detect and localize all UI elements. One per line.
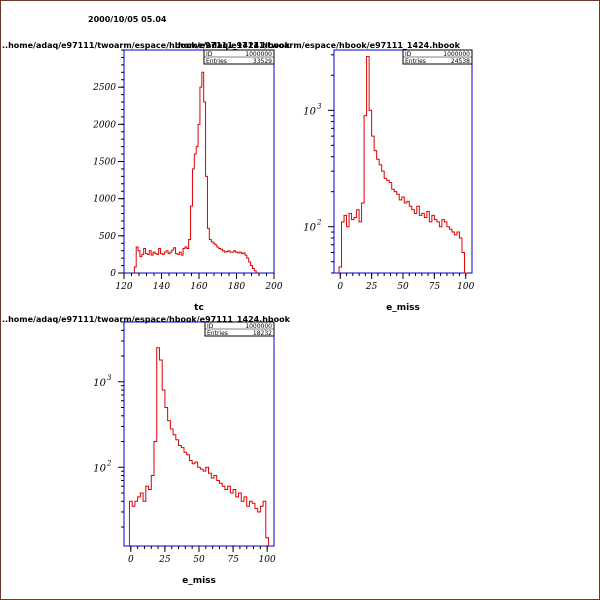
x-tick-label: 160 [190, 282, 207, 292]
x-tick-label: 180 [228, 282, 245, 292]
x-tick-label: 0 [337, 282, 343, 292]
x-axis-label: e_miss [386, 303, 420, 313]
panel-title: ..home/adaq/e97111/twoarm/espace/hbook/e… [2, 315, 291, 324]
x-tick-label: 0 [128, 555, 134, 565]
x-axis-label: e_miss [182, 576, 216, 586]
x-tick-label: 200 [264, 282, 282, 292]
x-tick-label: 50 [193, 555, 205, 565]
stats-id-label: ID [207, 323, 214, 330]
panel-title: ..home/adaq/e97111/twoarm/espace/hbook/e… [172, 41, 461, 50]
x-tick-label: 25 [158, 555, 171, 565]
stats-entries-label: Entries [206, 58, 227, 65]
stats-box: ID 1000000 Entries 18232 [204, 321, 275, 337]
histogram-series [338, 56, 467, 274]
x-tick-label: 140 [153, 282, 170, 292]
y-tick-label: 2500 [92, 83, 116, 93]
x-tick-label: 25 [365, 282, 378, 292]
stats-box: ID 1000000 Entries 33529 [203, 49, 275, 65]
y-tick-label: 500 [99, 232, 116, 242]
datetime-label: 2000/10/05 05.04 [88, 15, 167, 24]
stats-id-value: 1000000 [443, 51, 470, 58]
x-tick-label: 100 [457, 282, 474, 292]
stats-entries-value: 24538 [451, 58, 470, 65]
histogram-series [133, 71, 257, 273]
y-tick-label: 0 [110, 269, 116, 279]
stats-id-value: 1000000 [245, 51, 272, 58]
x-tick-label: 75 [227, 555, 239, 565]
y-tick-label: 2000 [92, 120, 116, 130]
x-tick-label: 120 [115, 282, 132, 292]
x-tick-label: 75 [429, 282, 441, 292]
y-tick-exponent: 3 [317, 102, 322, 110]
y-tick-exponent: 2 [316, 219, 322, 227]
stats-box: ID 1000000 Entries 24538 [402, 49, 473, 65]
y-tick-exponent: 3 [107, 374, 112, 382]
stats-id-value: 1000000 [245, 323, 272, 330]
stats-entries-value: 33529 [253, 58, 272, 65]
x-tick-label: 100 [259, 555, 276, 565]
x-tick-label: 50 [397, 282, 409, 292]
histogram-series [128, 347, 270, 546]
stats-entries-label: Entries [405, 58, 426, 65]
y-tick-label: 10 [93, 463, 106, 474]
y-tick-label: 1500 [93, 158, 116, 168]
stats-id-label: ID [206, 51, 213, 58]
y-tick-label: 10 [93, 378, 106, 389]
histogram-panel-tc: ..home/adaq/e97111/twoarm/espace/hbook/e… [2, 41, 291, 313]
y-tick-label: 1000 [93, 195, 116, 205]
x-axis-label: tc [194, 303, 204, 313]
stats-id-label: ID [405, 51, 412, 58]
histogram-panel-e-miss-bottom: ..home/adaq/e97111/twoarm/espace/hbook/e… [2, 315, 291, 586]
panel-title: ..home/adaq/e97111/twoarm/espace/hbook/e… [2, 41, 291, 50]
y-tick-label: 10 [303, 223, 316, 234]
stats-entries-value: 18232 [253, 330, 272, 337]
y-tick-exponent: 2 [106, 459, 112, 467]
histogram-panel-e-miss-top: ..home/adaq/e97111/twoarm/espace/hbook/e… [172, 41, 475, 313]
stats-entries-label: Entries [207, 330, 228, 337]
y-tick-label: 10 [303, 106, 316, 117]
